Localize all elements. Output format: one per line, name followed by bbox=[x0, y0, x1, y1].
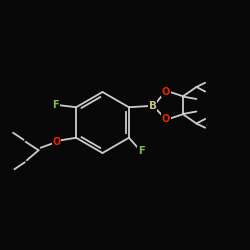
Text: F: F bbox=[52, 100, 59, 110]
Text: F: F bbox=[138, 146, 145, 156]
Text: O: O bbox=[162, 86, 170, 97]
Text: O: O bbox=[162, 114, 170, 124]
Text: O: O bbox=[52, 136, 61, 146]
Text: B: B bbox=[149, 101, 157, 111]
